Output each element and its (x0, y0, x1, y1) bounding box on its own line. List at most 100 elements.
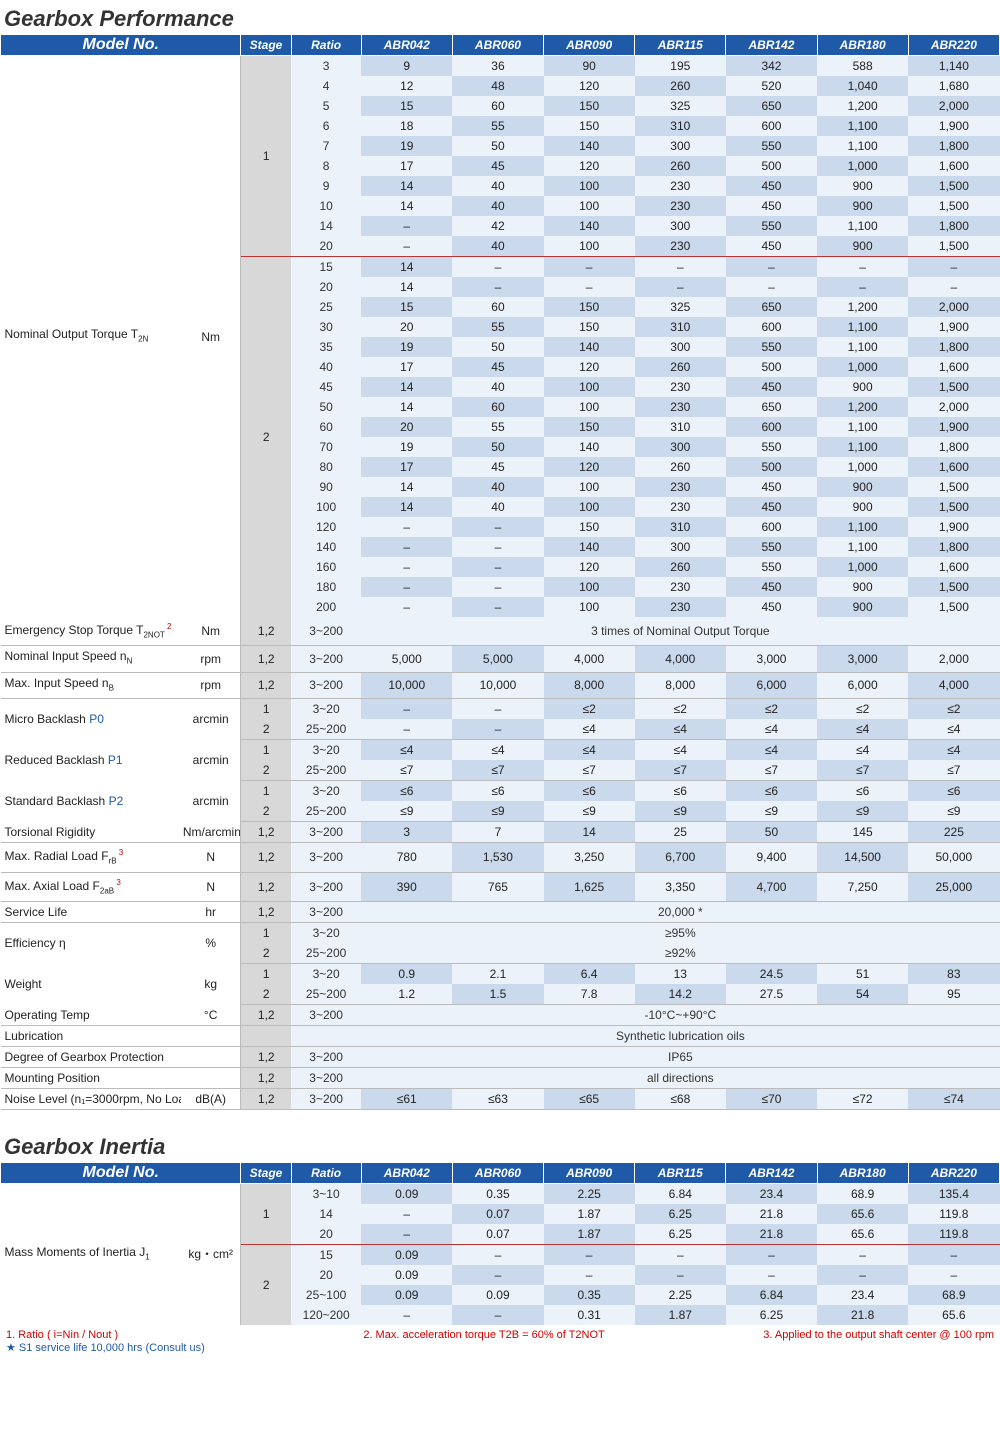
data-cell: 40 (452, 236, 543, 257)
data-cell: – (726, 1244, 817, 1265)
data-cell: 450 (726, 577, 817, 597)
data-cell: 19 (361, 337, 452, 357)
data-cell: 500 (726, 457, 817, 477)
data-cell: 25 (635, 822, 726, 843)
data-cell: 500 (726, 156, 817, 176)
data-cell: – (452, 277, 543, 297)
data-cell: ≤9 (635, 801, 726, 822)
data-cell: – (452, 699, 543, 720)
data-cell: ≤4 (635, 719, 726, 740)
data-cell: ≤4 (361, 740, 452, 761)
data-cell: 2.25 (544, 1183, 635, 1204)
data-cell: 300 (635, 136, 726, 156)
data-cell: 20 (361, 317, 452, 337)
data-cell: 145 (817, 822, 908, 843)
hdr-model-2: Model No. (1, 1162, 241, 1183)
data-cell: 342 (726, 56, 817, 77)
data-cell: – (361, 577, 452, 597)
data-cell: 0.09 (452, 1285, 543, 1305)
data-cell: 260 (635, 76, 726, 96)
data-cell: – (817, 257, 908, 278)
data-cell: 65.6 (817, 1224, 908, 1245)
data-cell: 40 (452, 477, 543, 497)
data-cell: 5,000 (361, 646, 452, 672)
merged-cell: 3 times of Nominal Output Torque (361, 617, 999, 646)
row-label: Mounting Position (1, 1067, 181, 1088)
data-cell: 140 (544, 337, 635, 357)
data-cell: ≤4 (908, 719, 999, 740)
data-cell: 54 (817, 984, 908, 1005)
data-cell: 450 (726, 477, 817, 497)
data-cell: ≤2 (817, 699, 908, 720)
data-cell: 550 (726, 557, 817, 577)
data-cell: 588 (817, 56, 908, 77)
data-cell: – (908, 1244, 999, 1265)
data-cell: 230 (635, 477, 726, 497)
data-cell: 390 (361, 872, 452, 901)
data-cell: 5,000 (452, 646, 543, 672)
unit-cell: Nm (181, 617, 241, 646)
unit-cell: arcmin (181, 781, 241, 822)
data-cell: 0.07 (452, 1224, 543, 1245)
data-cell: 10,000 (452, 672, 543, 698)
ratio-cell: 20 (291, 1265, 361, 1285)
data-cell: 310 (635, 116, 726, 136)
data-cell: – (361, 1204, 452, 1224)
data-cell: 2,000 (908, 297, 999, 317)
stage-cell: 1 (241, 922, 291, 943)
ratio-cell: 7 (291, 136, 361, 156)
stage-cell (241, 1025, 291, 1046)
data-cell: ≤74 (908, 1088, 999, 1109)
data-cell: – (635, 277, 726, 297)
row-label: Emergency Stop Torque T2NOT 2 (1, 617, 181, 646)
data-cell: 1,500 (908, 597, 999, 617)
data-cell: – (908, 277, 999, 297)
ratio-cell: 3~20 (291, 781, 361, 802)
data-cell: – (635, 1244, 726, 1265)
data-cell: – (361, 517, 452, 537)
data-cell: 195 (635, 56, 726, 77)
data-cell: 1,200 (817, 397, 908, 417)
data-cell: 230 (635, 377, 726, 397)
data-cell: 1,900 (908, 517, 999, 537)
data-cell: 0.09 (361, 1265, 452, 1285)
data-cell: 1,500 (908, 176, 999, 196)
data-cell: ≤6 (726, 781, 817, 802)
data-cell: 23.4 (817, 1285, 908, 1305)
stage-cell: 1 (241, 1183, 291, 1244)
data-cell: 4,700 (726, 872, 817, 901)
data-cell: 1,000 (817, 557, 908, 577)
data-cell: 0.35 (452, 1183, 543, 1204)
data-cell: ≤7 (452, 760, 543, 781)
data-cell: ≤9 (817, 801, 908, 822)
data-cell: 10,000 (361, 672, 452, 698)
data-cell: 550 (726, 537, 817, 557)
data-cell: 120 (544, 557, 635, 577)
hdr-ratio-2: Ratio (291, 1162, 361, 1183)
data-cell: ≤4 (908, 740, 999, 761)
hdr-ratio: Ratio (291, 35, 361, 56)
data-cell: – (452, 597, 543, 617)
ratio-cell: 3~20 (291, 699, 361, 720)
data-cell: 50 (726, 822, 817, 843)
stage-cell: 1,2 (241, 1004, 291, 1025)
data-cell: ≤2 (726, 699, 817, 720)
hdr-stage: Stage (241, 35, 291, 56)
ratio-cell: 25~200 (291, 984, 361, 1005)
ratio-cell: 3~20 (291, 740, 361, 761)
data-cell: – (726, 257, 817, 278)
row-label: Noise Level (n₁=3000rpm, No Load) (1, 1088, 181, 1109)
data-cell: 1,140 (908, 56, 999, 77)
ratio-cell: 3~200 (291, 672, 361, 698)
data-cell: 230 (635, 397, 726, 417)
data-cell: ≤6 (635, 781, 726, 802)
ratio-cell: 20 (291, 277, 361, 297)
data-cell: 27.5 (726, 984, 817, 1005)
data-cell: – (361, 719, 452, 740)
data-cell: 68.9 (908, 1285, 999, 1305)
data-cell: 1,800 (908, 337, 999, 357)
ratio-cell: 3~200 (291, 1046, 361, 1067)
data-cell: 650 (726, 96, 817, 116)
data-cell: 1,100 (817, 116, 908, 136)
data-cell: 4,000 (908, 672, 999, 698)
